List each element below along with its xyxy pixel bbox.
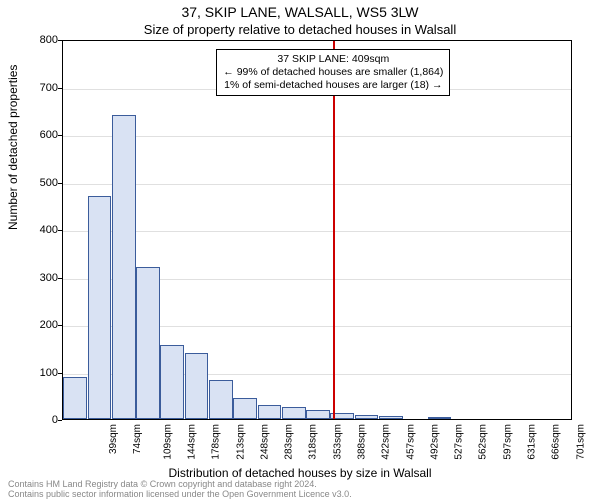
x-tick-label: 562sqm (478, 424, 489, 460)
y-tick-mark (58, 420, 62, 421)
annotation-line-1: 37 SKIP LANE: 409sqm (223, 53, 443, 66)
x-tick-label: 248sqm (259, 424, 270, 460)
y-tick-label: 100 (28, 367, 58, 379)
chart-subtitle: Size of property relative to detached ho… (0, 22, 600, 37)
x-tick-label: 213sqm (235, 424, 246, 460)
y-tick-label: 500 (28, 177, 58, 189)
y-tick-label: 700 (28, 82, 58, 94)
x-tick-label: 527sqm (454, 424, 465, 460)
annotation-line-2: ← 99% of detached houses are smaller (1,… (223, 66, 443, 79)
histogram-bar (282, 407, 306, 419)
reference-line (333, 41, 335, 419)
x-tick-label: 178sqm (211, 424, 222, 460)
annotation-box: 37 SKIP LANE: 409sqm← 99% of detached ho… (216, 49, 450, 96)
x-tick-label: 492sqm (429, 424, 440, 460)
plot-area: 37 SKIP LANE: 409sqm← 99% of detached ho… (62, 40, 572, 420)
footer-attribution: Contains HM Land Registry data © Crown c… (8, 480, 352, 500)
x-tick-label: 144sqm (187, 424, 198, 460)
histogram-bar (63, 377, 87, 419)
x-tick-label: 422sqm (381, 424, 392, 460)
y-tick-label: 600 (28, 129, 58, 141)
x-tick-label: 388sqm (357, 424, 368, 460)
histogram-bar (185, 353, 209, 420)
x-tick-label: 283sqm (284, 424, 295, 460)
histogram-bar (112, 115, 136, 419)
annotation-line-3: 1% of semi-detached houses are larger (1… (223, 79, 443, 92)
y-axis-label: Number of detached properties (6, 65, 20, 230)
x-tick-label: 39sqm (108, 424, 119, 454)
histogram-bar (136, 267, 160, 419)
histogram-bar (258, 405, 282, 419)
x-tick-label: 666sqm (551, 424, 562, 460)
histogram-bar (233, 398, 257, 419)
y-tick-label: 800 (28, 34, 58, 46)
y-tick-label: 300 (28, 272, 58, 284)
histogram-bar (306, 410, 330, 420)
x-tick-label: 353sqm (332, 424, 343, 460)
x-axis-label: Distribution of detached houses by size … (0, 466, 600, 480)
chart-container: 37, SKIP LANE, WALSALL, WS5 3LW Size of … (0, 0, 600, 500)
grid-line (63, 231, 571, 232)
histogram-bar (355, 415, 379, 419)
x-tick-label: 457sqm (405, 424, 416, 460)
x-tick-label: 74sqm (132, 424, 143, 454)
y-tick-label: 200 (28, 319, 58, 331)
x-tick-label: 109sqm (162, 424, 173, 460)
histogram-bar (160, 345, 184, 419)
chart-title-address: 37, SKIP LANE, WALSALL, WS5 3LW (0, 4, 600, 20)
y-tick-label: 0 (28, 414, 58, 426)
x-tick-label: 318sqm (308, 424, 319, 460)
x-tick-label: 701sqm (575, 424, 586, 460)
grid-line (63, 136, 571, 137)
x-tick-label: 597sqm (502, 424, 513, 460)
grid-line (63, 184, 571, 185)
histogram-bar (209, 380, 233, 419)
footer-line-2: Contains public sector information licen… (8, 490, 352, 500)
histogram-bar (379, 416, 403, 419)
histogram-bar (428, 417, 452, 419)
x-tick-label: 631sqm (527, 424, 538, 460)
histogram-bar (88, 196, 112, 419)
y-tick-label: 400 (28, 224, 58, 236)
